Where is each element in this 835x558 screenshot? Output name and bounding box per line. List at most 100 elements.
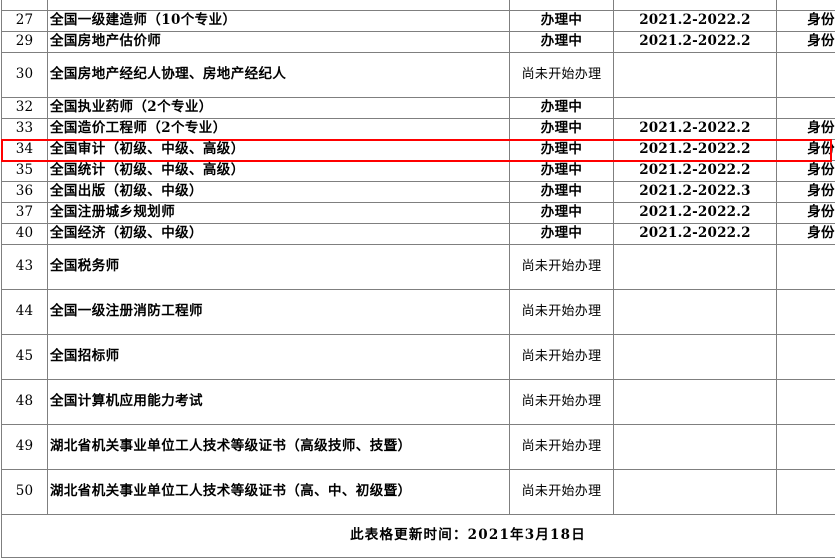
cell-period[interactable] <box>614 335 777 380</box>
cell-index[interactable]: 44 <box>2 290 48 335</box>
cell-index[interactable]: 27 <box>2 11 48 32</box>
cell-status[interactable] <box>510 0 614 11</box>
cell-index[interactable]: 40 <box>2 224 48 245</box>
cell-index[interactable]: 34 <box>2 140 48 161</box>
cell-period[interactable]: 2021.2-2022.3 <box>614 182 777 203</box>
cell-index[interactable] <box>2 0 48 11</box>
cell-period[interactable]: 2021.2-2022.2 <box>614 203 777 224</box>
cell-required-documents[interactable]: 身份证、毕业证 <box>777 203 835 224</box>
cell-status[interactable]: 办理中 <box>510 182 614 203</box>
cell-certificate-name[interactable]: 全国执业药师（2个专业） <box>48 98 510 119</box>
cell-index[interactable]: 29 <box>2 32 48 53</box>
cell-status[interactable]: 尚未开始办理 <box>510 380 614 425</box>
cell-status[interactable]: 尚未开始办理 <box>510 290 614 335</box>
cell-certificate-name[interactable]: 全国出版（初级、中级） <box>48 182 510 203</box>
cell-certificate-name[interactable]: 全国审计（初级、中级、高级） <box>48 140 510 161</box>
cell-certificate-name[interactable]: 湖北省机关事业单位工人技术等级证书（高级技师、技暨） <box>48 425 510 470</box>
cell-required-documents[interactable] <box>777 53 835 98</box>
cell-required-documents[interactable]: 身份证、毕业证 <box>777 140 835 161</box>
cell-required-documents[interactable]: 身份证、毕业证 <box>777 224 835 245</box>
cell-certificate-name[interactable]: 全国税务师 <box>48 245 510 290</box>
cell-index[interactable]: 33 <box>2 119 48 140</box>
cell-status[interactable]: 尚未开始办理 <box>510 53 614 98</box>
cell-status[interactable]: 尚未开始办理 <box>510 470 614 515</box>
cell-required-documents[interactable]: 身份证、毕业证 <box>777 32 835 53</box>
cell-required-documents[interactable] <box>777 335 835 380</box>
cell-required-documents[interactable]: 身份证、毕业证 <box>777 11 835 32</box>
cell-index[interactable]: 50 <box>2 470 48 515</box>
cell-period[interactable] <box>614 53 777 98</box>
table-row[interactable] <box>2 0 835 11</box>
cell-required-documents[interactable] <box>777 380 835 425</box>
cell-status[interactable]: 办理中 <box>510 32 614 53</box>
cell-certificate-name[interactable] <box>48 0 510 11</box>
cell-period[interactable] <box>614 245 777 290</box>
cell-period[interactable] <box>614 0 777 11</box>
cell-period[interactable] <box>614 290 777 335</box>
cell-status[interactable]: 办理中 <box>510 161 614 182</box>
cell-certificate-name[interactable]: 全国经济（初级、中级） <box>48 224 510 245</box>
cell-period[interactable]: 2021.2-2022.2 <box>614 161 777 182</box>
cell-certificate-name[interactable]: 全国计算机应用能力考试 <box>48 380 510 425</box>
cell-certificate-name[interactable]: 湖北省机关事业单位工人技术等级证书（高、中、初级暨） <box>48 470 510 515</box>
cell-status[interactable]: 办理中 <box>510 140 614 161</box>
cell-certificate-name[interactable]: 全国注册城乡规划师 <box>48 203 510 224</box>
cell-period[interactable] <box>614 98 777 119</box>
cell-certificate-name[interactable]: 全国一级建造师（10个专业） <box>48 11 510 32</box>
cell-index[interactable]: 36 <box>2 182 48 203</box>
cell-certificate-name[interactable]: 全国造价工程师（2个专业） <box>48 119 510 140</box>
cell-index[interactable]: 37 <box>2 203 48 224</box>
cell-period[interactable]: 2021.2-2022.2 <box>614 119 777 140</box>
cell-status[interactable]: 办理中 <box>510 11 614 32</box>
cell-index[interactable]: 43 <box>2 245 48 290</box>
cell-certificate-name[interactable]: 全国房地产经纪人协理、房地产经纪人 <box>48 53 510 98</box>
cell-certificate-name[interactable]: 全国房地产估价师 <box>48 32 510 53</box>
cell-index[interactable]: 49 <box>2 425 48 470</box>
cell-status[interactable]: 办理中 <box>510 98 614 119</box>
cell-status[interactable]: 尚未开始办理 <box>510 425 614 470</box>
cell-period[interactable]: 2021.2-2022.2 <box>614 140 777 161</box>
cell-status[interactable]: 办理中 <box>510 224 614 245</box>
cell-required-documents[interactable]: 身份证、毕业证 <box>777 161 835 182</box>
cell-status[interactable]: 办理中 <box>510 203 614 224</box>
cell-period[interactable] <box>614 470 777 515</box>
cell-certificate-name[interactable]: 全国一级注册消防工程师 <box>48 290 510 335</box>
cell-period[interactable] <box>614 380 777 425</box>
cell-required-documents[interactable]: 身份证、毕业证 <box>777 182 835 203</box>
cell-required-documents[interactable] <box>777 290 835 335</box>
cell-period[interactable]: 2021.2-2022.2 <box>614 11 777 32</box>
cell-period[interactable]: 2021.2-2022.2 <box>614 32 777 53</box>
cell-period[interactable] <box>614 425 777 470</box>
cell-required-documents[interactable] <box>777 245 835 290</box>
cell-status[interactable]: 尚未开始办理 <box>510 335 614 380</box>
cell-index[interactable]: 48 <box>2 380 48 425</box>
cell-required-documents[interactable] <box>777 0 835 11</box>
cell-certificate-name[interactable]: 全国招标师 <box>48 335 510 380</box>
cell-index[interactable]: 32 <box>2 98 48 119</box>
cell-required-documents[interactable] <box>777 425 835 470</box>
cell-required-documents[interactable]: 身份证、毕业证 <box>777 119 835 140</box>
cell-status[interactable]: 办理中 <box>510 119 614 140</box>
cell-index[interactable]: 45 <box>2 335 48 380</box>
cell-required-documents[interactable] <box>777 98 835 119</box>
cell-index[interactable]: 30 <box>2 53 48 98</box>
cell-certificate-name[interactable]: 全国统计（初级、中级、高级） <box>48 161 510 182</box>
cell-period[interactable]: 2021.2-2022.2 <box>614 224 777 245</box>
cell-status[interactable]: 尚未开始办理 <box>510 245 614 290</box>
